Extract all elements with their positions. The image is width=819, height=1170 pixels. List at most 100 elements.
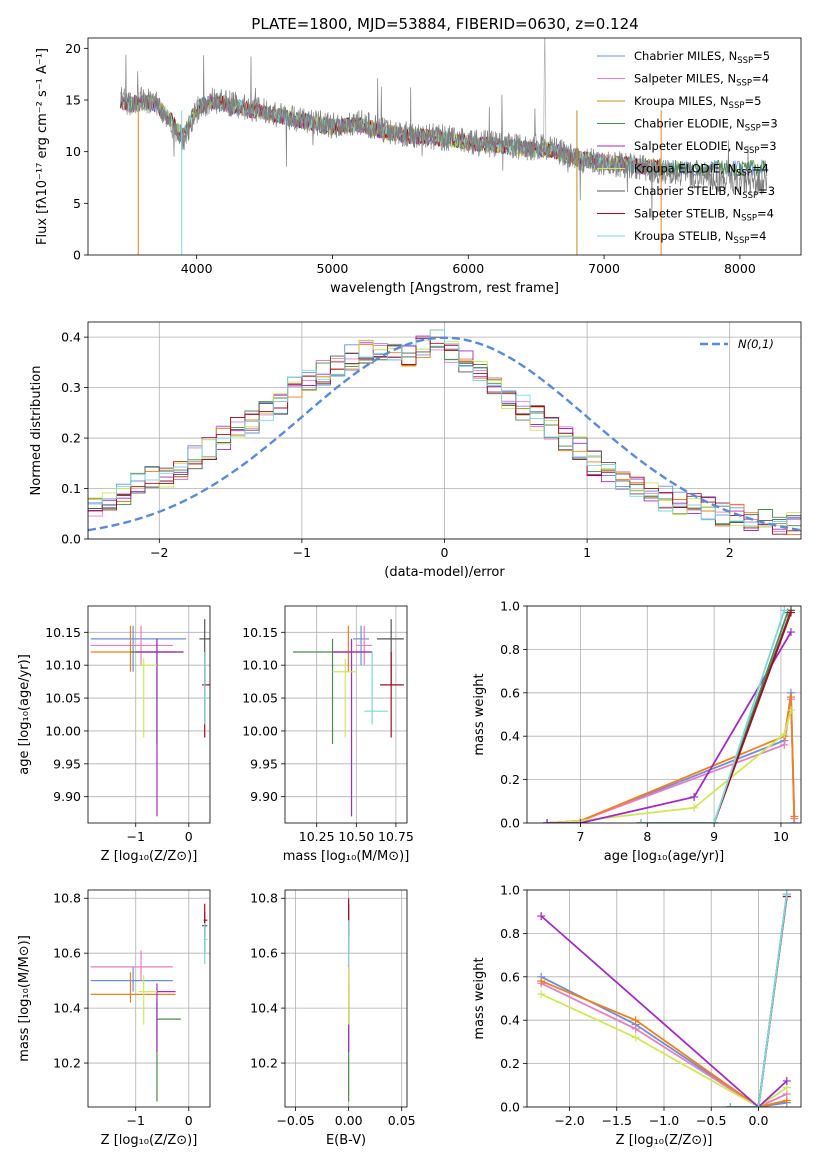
weight-marker [782, 1076, 791, 1085]
y-tick-label: 0.4 [500, 729, 520, 744]
y-tick-label: 0.6 [500, 685, 520, 700]
legend-label: Salpeter MILES, NSSP=4 [634, 72, 769, 89]
weight-line [546, 696, 796, 823]
x-tick-label: −1 [293, 545, 311, 560]
y-tick-label: 10.10 [242, 658, 278, 673]
legend-value: =5 [744, 94, 761, 108]
y-tick-label: 10.6 [53, 946, 81, 961]
x-tick-label: −1.0 [649, 1113, 679, 1128]
x-tick-label: 10 [773, 829, 789, 844]
gaussian-curve [88, 336, 801, 532]
x-tick-label: −2.0 [554, 1113, 584, 1128]
legend-label: Chabrier ELODIE, NSSP=3 [634, 117, 778, 134]
x-tick-label: −1.5 [602, 1113, 632, 1128]
x-axis-label: age [log₁₀(age/yr)] [604, 849, 725, 864]
axes-frame [284, 889, 408, 1108]
x-tick-label: 0 [185, 829, 193, 844]
y-tick-label: 0.8 [500, 926, 520, 941]
legend-residuals: N(0,1) [700, 337, 774, 351]
legend-subscript: SSP [744, 146, 760, 156]
y-tick-label: 10.05 [242, 691, 278, 706]
axes-frame [87, 37, 802, 256]
legend-value: =5 [753, 49, 770, 63]
y-tick-label: 1.0 [500, 599, 520, 614]
x-tick-label: 0 [441, 545, 449, 560]
x-tick-label: 4000 [181, 261, 213, 276]
weight-line [540, 915, 788, 1107]
y-tick-label: 15 [65, 93, 81, 108]
axes-frame [284, 605, 408, 824]
x-axis-label: E(B-V) [326, 1133, 366, 1148]
y-tick-label: 10.10 [45, 658, 81, 673]
panel-weight-vs-age: 7 8 9 10 0.0 0.2 0.4 0.6 0.8 1.0 age [log₁₀(age/yr… [472, 599, 802, 864]
x-tick-label: −1 [127, 829, 145, 844]
weight-marker [790, 812, 799, 821]
x-tick-label: 10.25 [299, 829, 335, 844]
panel-mass-vs-Z: −1 0 10.2 10.4 10.6 10.8 Z [log₁₀(Z/Z⊙)] mass [… [17, 889, 211, 1148]
x-tick-label: −0.05 [276, 1113, 314, 1128]
plot-area-weight-vs-Z [537, 890, 791, 1107]
y-axis-label: mass weight [472, 673, 487, 755]
y-tick-label: 0.4 [500, 1013, 520, 1028]
x-tick-label: 8000 [724, 261, 756, 276]
y-tick-label: 10.2 [53, 1056, 81, 1071]
x-tick-label: 10.50 [338, 829, 374, 844]
weight-line [546, 709, 792, 823]
y-tick-label: 10.8 [250, 891, 278, 906]
y-tick-label: 10.15 [45, 625, 81, 640]
legend-subscript: SSP [729, 101, 745, 111]
plot-area-weight-vs-age [543, 606, 799, 823]
y-tick-label: 0.2 [61, 431, 81, 446]
y-axis-label: Normed distribution [29, 366, 44, 496]
y-tick-label: 9.95 [250, 756, 278, 771]
weight-marker [631, 1016, 640, 1025]
x-tick-label: 2 [726, 545, 734, 560]
hist-step-kroupa-stelib [88, 329, 801, 539]
panel-spectrum: 4000 5000 6000 7000 8000 0 5 10 15 20 wavelength [… [35, 37, 802, 296]
panel-weight-vs-Z: −2.0 −1.5 −1.0 −0.5 0.0 0.0 0.2 0.4 0.6 0.8 1.0 Z [… [472, 883, 802, 1148]
x-tick-label: 6000 [452, 261, 484, 276]
y-tick-label: 10.15 [242, 625, 278, 640]
y-tick-label: 0.1 [61, 481, 81, 496]
plot-area-age-vs-Z [90, 619, 210, 817]
legend-spectrum: Chabrier MILES, NSSP=5 Salpeter MILES, NS… [597, 49, 778, 246]
x-axis-label: (data-model)/error [384, 565, 505, 580]
x-tick-label: 7 [576, 829, 584, 844]
y-tick-label: 0 [73, 248, 81, 263]
y-axis-label-rendered: Flux [fλ10⁻¹⁷ erg cm⁻² s⁻¹ A⁻¹] [35, 48, 50, 245]
y-tick-label: 9.90 [250, 789, 278, 804]
x-tick-label: 9 [710, 829, 718, 844]
legend-label: Kroupa STELIB, NSSP=4 [634, 229, 766, 246]
weight-line [546, 692, 796, 823]
weight-marker [537, 990, 546, 999]
legend-label: Kroupa ELODIE, NSSP=4 [634, 162, 769, 179]
x-tick-label: 5000 [317, 261, 349, 276]
weight-marker [690, 803, 699, 812]
x-tick-label: 1 [583, 545, 591, 560]
x-tick-label: 0.05 [388, 1113, 416, 1128]
weight-marker [782, 1096, 791, 1105]
x-axis-label: mass [log₁₀(M/M⊙)] [283, 849, 410, 864]
grid-age-vs-mass [285, 606, 407, 823]
weight-marker [786, 693, 795, 702]
y-tick-label: 5 [73, 196, 81, 211]
plot-area-mass-vs-Z [90, 903, 208, 1102]
y-tick-label: 0.4 [61, 330, 81, 345]
legend-label: Kroupa MILES, NSSP=5 [634, 94, 761, 111]
y-tick-label: 0.2 [500, 772, 520, 787]
legend-label: Salpeter STELIB, NSSP=4 [634, 207, 774, 224]
legend-subscript: SSP [736, 169, 752, 179]
h-alpha-line [543, 38, 547, 147]
weight-marker [543, 819, 552, 823]
legend-label: N(0,1) [738, 337, 774, 351]
y-tick-label: 9.95 [53, 756, 81, 771]
weight-marker [537, 912, 546, 921]
panel-residuals: −2 −1 0 1 2 0.0 0.1 0.2 0.3 0.4 (data-model)/error… [29, 321, 802, 580]
legend-subscript: SSP [745, 124, 761, 134]
weight-marker [786, 608, 795, 617]
y-axis-label: mass [log₁₀(M/M⊙)] [17, 935, 32, 1062]
legend-subscript: SSP [742, 191, 758, 201]
x-tick-label: 0 [185, 1113, 193, 1128]
weight-line [540, 980, 788, 1107]
x-tick-label: 7000 [588, 261, 620, 276]
